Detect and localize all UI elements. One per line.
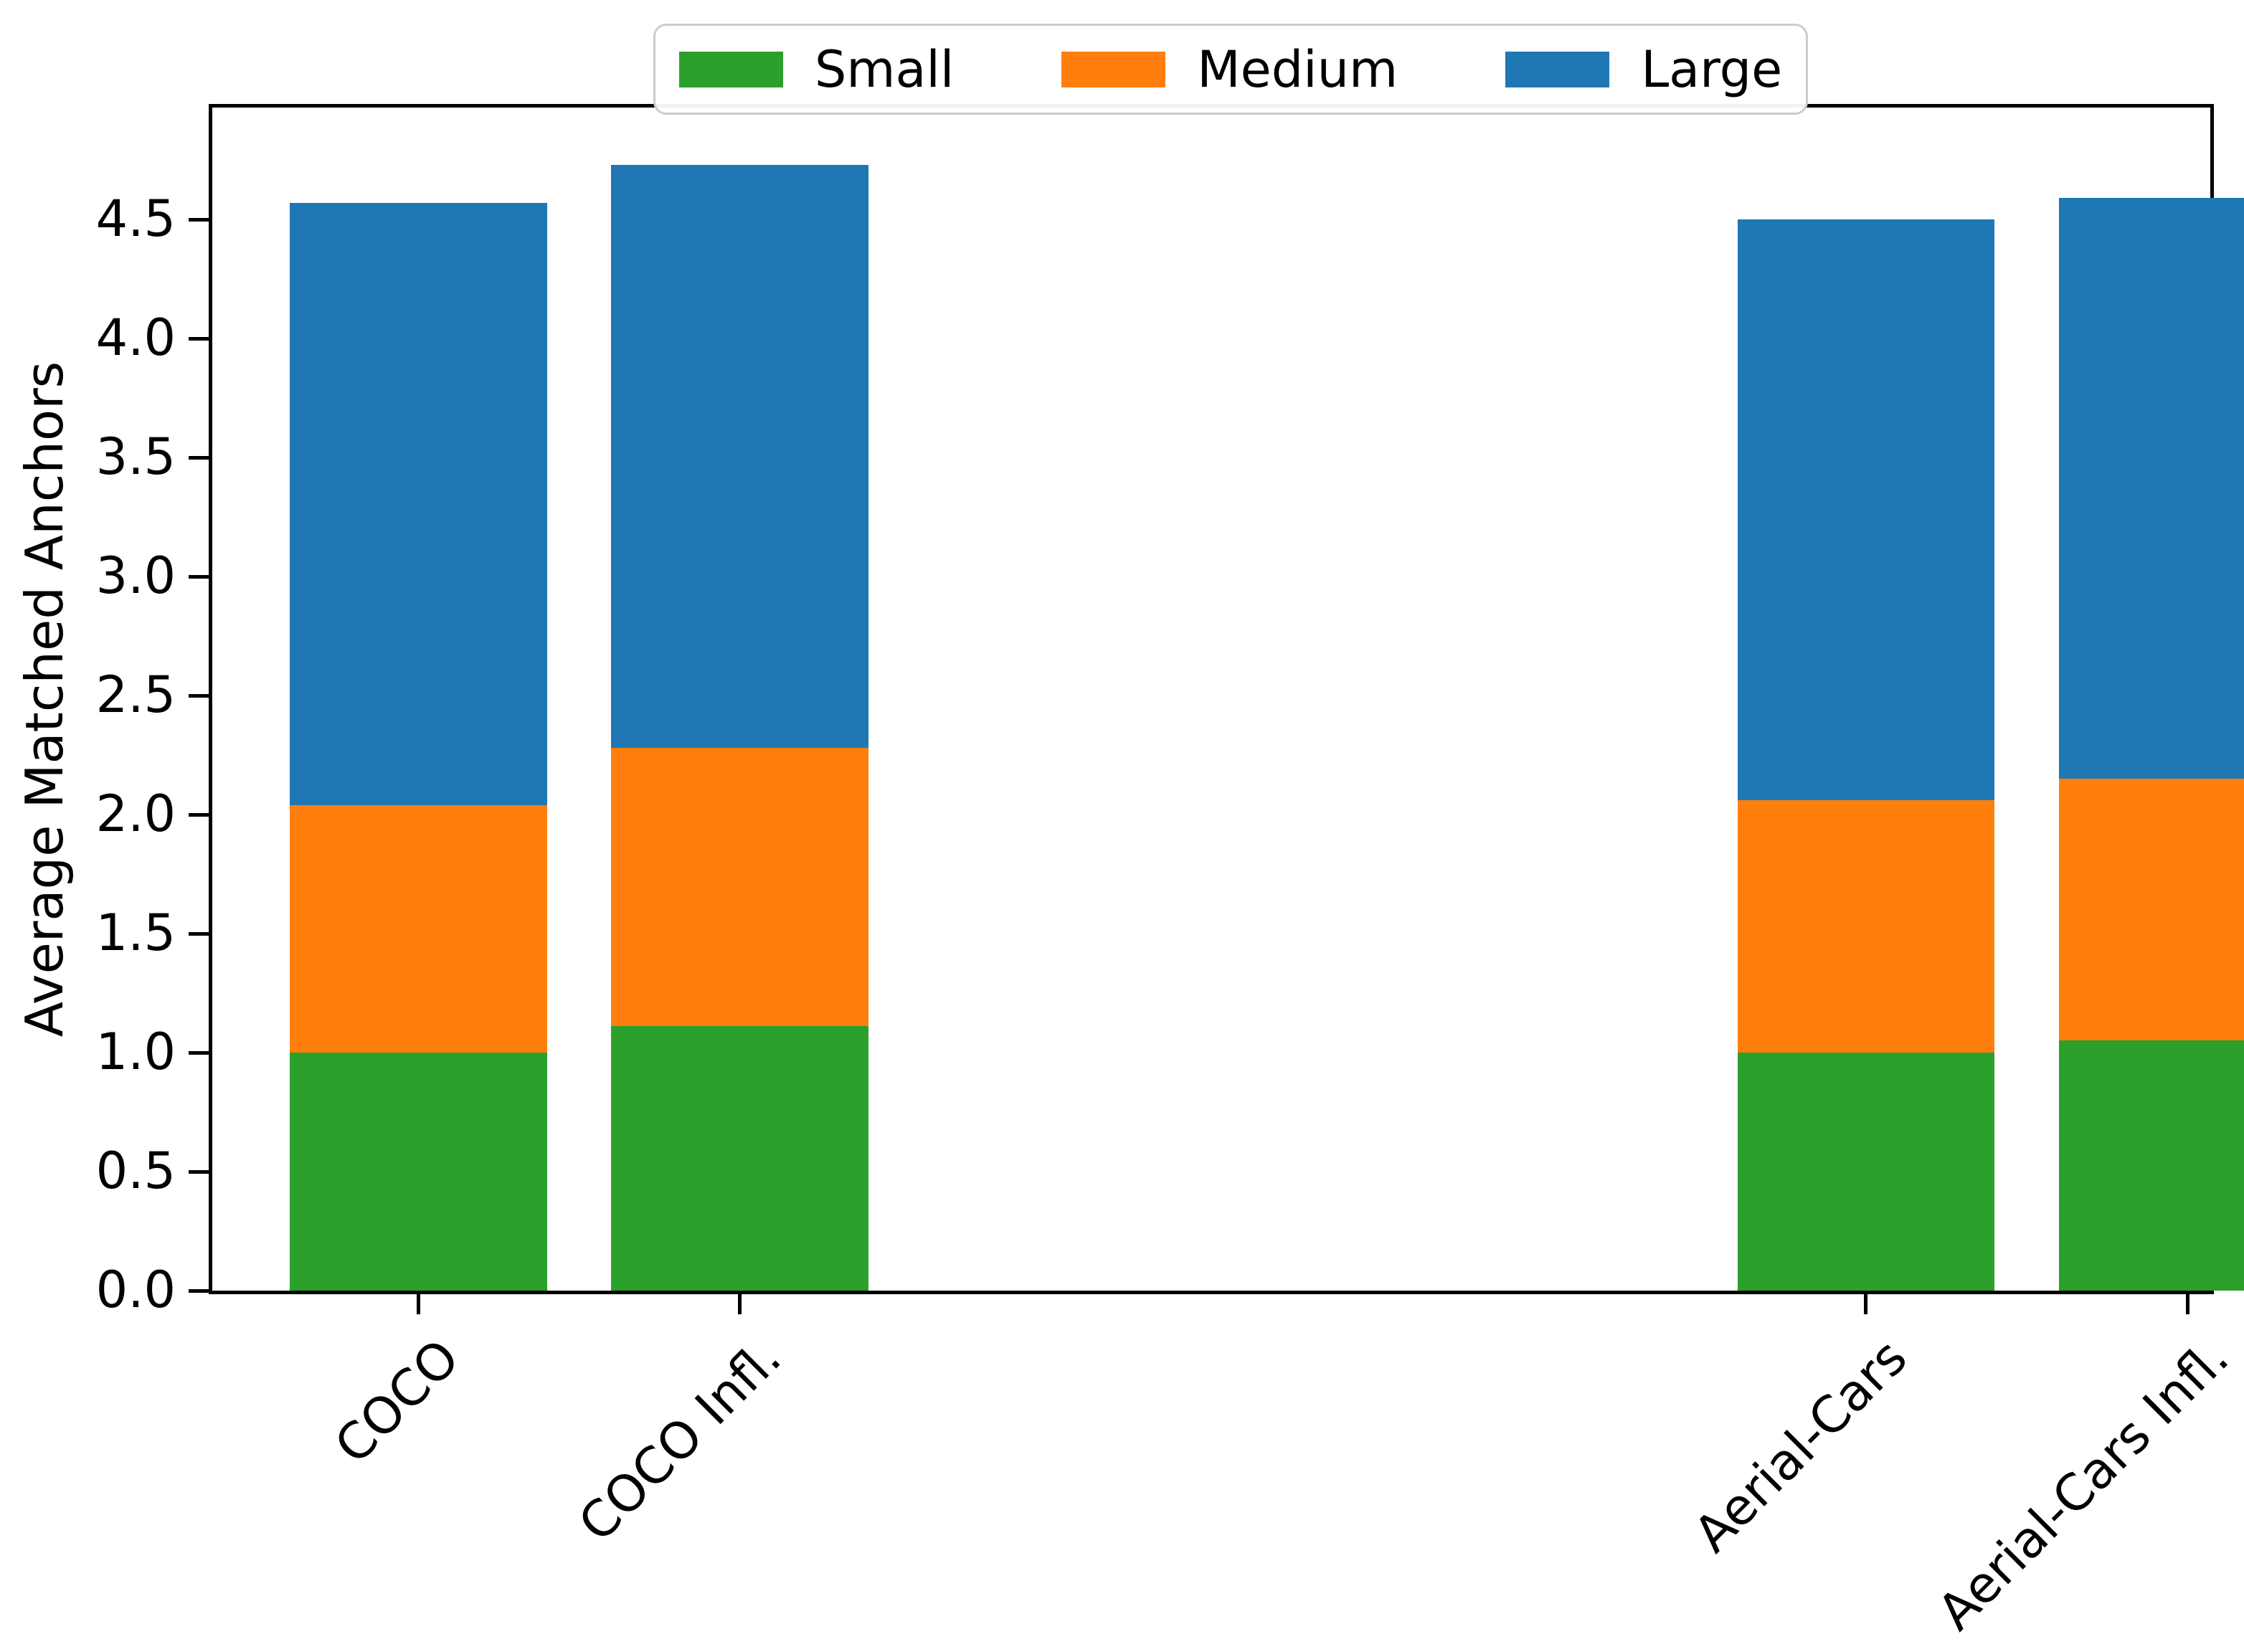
y-tick-mark — [189, 931, 209, 936]
bar-segment-medium-1 — [289, 804, 547, 1053]
y-tick-label: 4.0 — [95, 308, 176, 368]
y-tick-label: 0.5 — [95, 1141, 176, 1200]
y-tick-label: 2.5 — [95, 665, 176, 725]
bar-segment-large-1 — [289, 202, 547, 805]
y-tick-mark — [189, 1169, 209, 1174]
legend-swatch-medium — [1061, 51, 1166, 87]
y-tick-mark — [189, 336, 209, 341]
legend-swatch-small — [678, 51, 783, 87]
x-tick-mark — [416, 1294, 420, 1314]
x-tick-mark — [738, 1294, 742, 1314]
bars-layer — [212, 108, 2244, 1291]
legend-swatch-large — [1505, 51, 1610, 87]
x-tick-label: Aerial-Cars — [1682, 1328, 1919, 1564]
y-tick-mark — [189, 812, 209, 817]
legend: Small Medium Large — [653, 24, 1808, 115]
bar-segment-small-1 — [289, 1053, 547, 1291]
y-tick-label: 1.0 — [95, 1022, 176, 1081]
legend-item-small: Small — [678, 39, 955, 99]
y-tick-label: 2.0 — [95, 784, 176, 844]
x-tick-mark — [2186, 1294, 2190, 1314]
bar-segment-large-3 — [1737, 219, 1995, 801]
y-tick-label: 3.0 — [95, 546, 176, 606]
bar-segment-small-2 — [611, 1026, 869, 1291]
y-tick-label: 3.5 — [95, 427, 176, 487]
y-tick-label: 1.5 — [95, 903, 176, 962]
legend-item-medium: Medium — [1061, 44, 1398, 95]
y-tick-mark — [189, 1050, 209, 1055]
bar-segment-medium-3 — [1737, 800, 1995, 1053]
x-tick-label: COCO Infl. — [567, 1328, 792, 1553]
y-tick-label: 0.0 — [95, 1261, 176, 1319]
x-tick-mark — [1864, 1294, 1868, 1314]
plot-area — [209, 104, 2244, 1294]
legend-label-small: Small — [814, 39, 955, 99]
y-tick-mark — [189, 1288, 209, 1293]
bar-segment-small-3 — [1737, 1053, 1995, 1291]
bar-segment-medium-2 — [611, 748, 869, 1027]
x-tick-label: COCO — [323, 1328, 471, 1476]
legend-label-medium: Medium — [1197, 39, 1398, 99]
y-tick-mark — [189, 574, 209, 579]
y-tick-mark — [189, 693, 209, 698]
x-tick-label: Aerial-Cars Infl. — [1926, 1328, 2240, 1642]
y-tick-mark — [189, 455, 209, 460]
bar-segment-medium-4 — [2059, 779, 2244, 1041]
bar-segment-small-4 — [2059, 1040, 2244, 1291]
y-tick-label: 4.5 — [95, 189, 176, 249]
legend-item-large: Large — [1505, 44, 1782, 95]
bar-segment-large-4 — [2059, 198, 2244, 779]
bar-segment-large-2 — [611, 164, 869, 749]
legend-label-large: Large — [1641, 39, 1783, 99]
y-tick-mark — [189, 217, 209, 222]
